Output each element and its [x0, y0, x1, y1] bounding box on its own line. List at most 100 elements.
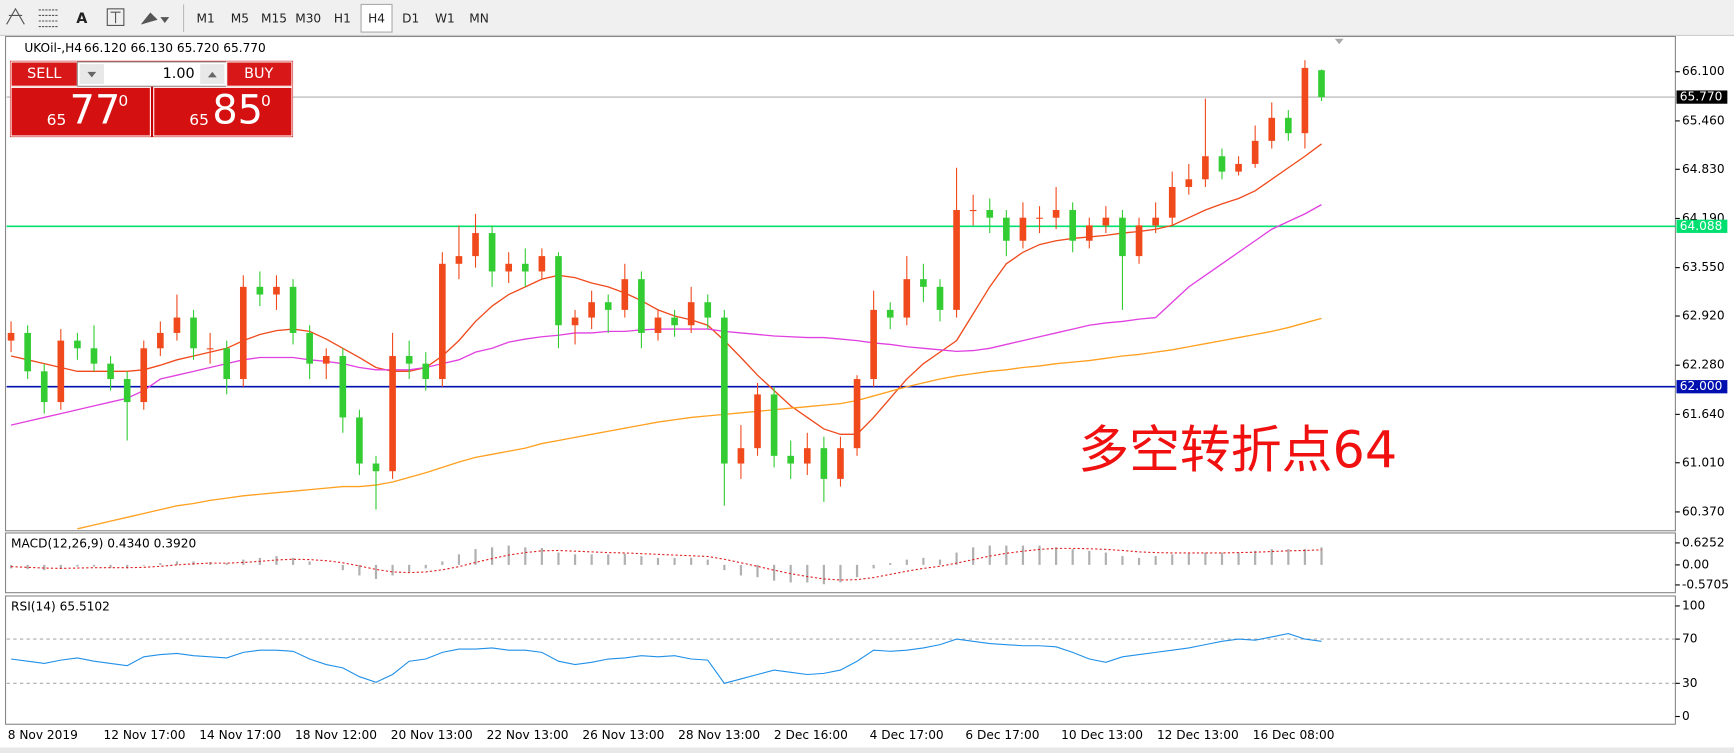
buy-price-sup: 0: [261, 92, 271, 110]
y-tick-label: -0.5705: [1682, 577, 1729, 591]
x-tick-label: 12 Dec 13:00: [1157, 728, 1239, 742]
rsi-panel: [4, 595, 1676, 725]
lot-value[interactable]: 1.00: [163, 66, 195, 82]
chart-title: UKOil-,H4: [24, 41, 82, 55]
level-price-box: [1676, 380, 1728, 394]
text-tool[interactable]: A: [76, 11, 88, 27]
timeframe-bar: M1 M5 M15 M30 H1 H4 D1 W1 MN: [197, 3, 489, 33]
y-tick-label: 62.920: [1682, 309, 1725, 323]
timeframe-button[interactable]: M30: [295, 11, 321, 25]
candle-body: [505, 263, 513, 272]
candle-body: [886, 309, 894, 318]
timeframe-button[interactable]: M15: [261, 11, 287, 25]
candle-body: [654, 317, 662, 333]
macd-signal: [11, 547, 1322, 581]
candle-body: [24, 332, 31, 372]
timeframe-button[interactable]: M1: [197, 11, 215, 25]
candle-body: [455, 256, 463, 264]
shift-marker: [1334, 38, 1344, 45]
y-tick-label: 60.370: [1682, 504, 1725, 518]
candle-body: [74, 340, 81, 349]
timeframe-button[interactable]: H4: [368, 11, 385, 25]
buy-price-box[interactable]: [153, 86, 293, 137]
candle-body: [721, 317, 728, 464]
x-tick-label: 26 Nov 13:00: [582, 728, 664, 742]
candle-body: [372, 463, 380, 472]
candle-body: [190, 317, 197, 349]
sell-label[interactable]: SELL: [27, 66, 61, 82]
y-tick-label: 63.550: [1682, 260, 1725, 274]
x-tick-label: 6 Dec 17:00: [965, 728, 1039, 742]
x-tick-label: 28 Nov 13:00: [678, 728, 760, 742]
lot-up-arrow: [207, 71, 217, 78]
candle-body: [555, 256, 562, 326]
candle-body: [123, 379, 131, 403]
y-tick-label: 70: [1682, 632, 1697, 646]
candle-body: [1268, 117, 1276, 141]
indicator-title: RSI(14) 65.5102: [11, 600, 110, 614]
sell-price-main: 77: [70, 87, 121, 133]
candle-body: [920, 279, 927, 287]
candle-body: [604, 302, 612, 310]
candle-body: [339, 355, 347, 418]
candle-body: [853, 379, 861, 449]
candle-body: [704, 302, 712, 318]
x-tick-label: 22 Nov 13:00: [487, 728, 569, 742]
timeframe-button[interactable]: D1: [402, 11, 419, 25]
y-tick-label: 0.6252: [1682, 535, 1725, 549]
annotation: 多空转折点64: [1078, 420, 1397, 479]
charts: 66.10065.46064.83064.19063.55062.92062.2…: [6, 41, 1729, 742]
candle-body: [803, 448, 811, 464]
candle-body: [405, 355, 413, 364]
y-tick-label: 61.640: [1682, 407, 1725, 421]
timeframe-button[interactable]: H1: [334, 11, 351, 25]
candle-body: [787, 455, 795, 464]
candle-body: [57, 340, 65, 403]
candle-body: [239, 286, 247, 380]
candle-body: [1251, 140, 1259, 164]
timeframe-button[interactable]: MN: [469, 11, 489, 25]
sell-button[interactable]: [10, 61, 78, 87]
candle-body: [870, 309, 877, 380]
active-timeframe: [360, 3, 393, 33]
macd-panel: [4, 532, 1676, 594]
buy-price-main: 85: [212, 87, 263, 133]
buy-label[interactable]: BUY: [244, 66, 273, 82]
rsi-line: [10, 633, 1322, 684]
buy-button[interactable]: [226, 61, 293, 87]
candle-body: [206, 348, 214, 350]
x-tick-label: 8 Nov 2019: [8, 728, 78, 742]
candle-body: [157, 332, 164, 349]
label-icon-t: [110, 11, 121, 24]
timeframe-button[interactable]: W1: [435, 11, 455, 25]
y-tick-label: 65.460: [1682, 113, 1725, 127]
candle-body: [671, 317, 678, 326]
candle-body: [1003, 217, 1010, 241]
buy-price-big: 65: [189, 111, 209, 129]
candle-body: [687, 302, 695, 326]
candle-body: [1235, 163, 1242, 172]
y-tick-label: 0.00: [1682, 557, 1709, 571]
x-tick-label: 14 Nov 17:00: [199, 728, 281, 742]
candle-body: [1152, 217, 1159, 226]
lot-down-arrow: [87, 71, 97, 78]
candle-body: [1102, 217, 1110, 226]
candle-body: [472, 233, 479, 257]
candle-body: [389, 355, 396, 472]
toolbar: [0, 0, 1734, 36]
candle-body: [820, 448, 828, 479]
candle-body: [521, 263, 529, 272]
x-tick-label: 2 Dec 16:00: [774, 728, 848, 742]
bid-price-label: 65.770: [1680, 90, 1723, 104]
candle-body: [439, 263, 446, 380]
candle-body: [737, 448, 745, 464]
moving-average: [77, 317, 1322, 530]
candle-body: [256, 286, 264, 295]
candle-body: [488, 233, 496, 272]
bid-price-box: [1676, 90, 1728, 104]
one-click-trading: SELL 1.00 BUY 65 77 0 65 85 0: [9, 60, 294, 138]
x-tick-label: 12 Nov 17:00: [104, 728, 186, 742]
sell-price-box[interactable]: [10, 86, 151, 137]
timeframe-button[interactable]: M5: [231, 11, 249, 25]
candle-body: [40, 371, 48, 403]
